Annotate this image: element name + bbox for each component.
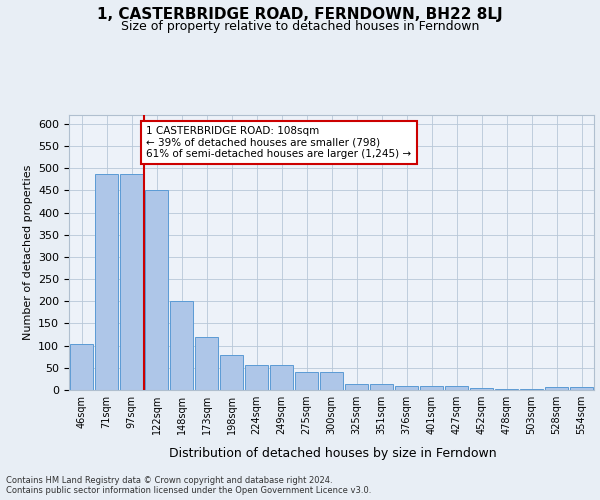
Bar [119,174,143,390]
Bar [245,364,268,390]
Bar [145,190,169,390]
Bar [419,386,443,390]
Bar [569,387,593,390]
Bar [320,372,343,390]
Text: Distribution of detached houses by size in Ferndown: Distribution of detached houses by size … [169,448,497,460]
Bar [269,364,293,390]
Text: Contains HM Land Registry data © Crown copyright and database right 2024.
Contai: Contains HM Land Registry data © Crown c… [6,476,371,495]
Bar [70,344,94,390]
Text: 1 CASTERBRIDGE ROAD: 108sqm
← 39% of detached houses are smaller (798)
61% of se: 1 CASTERBRIDGE ROAD: 108sqm ← 39% of det… [146,126,412,160]
Bar [395,386,418,390]
Bar [470,388,493,390]
Bar [170,302,193,390]
Text: 1, CASTERBRIDGE ROAD, FERNDOWN, BH22 8LJ: 1, CASTERBRIDGE ROAD, FERNDOWN, BH22 8LJ [97,8,503,22]
Bar [520,388,544,390]
Bar [295,372,319,390]
Bar [194,337,218,390]
Text: Size of property relative to detached houses in Ferndown: Size of property relative to detached ho… [121,20,479,33]
Bar [344,384,368,390]
Bar [545,387,568,390]
Bar [370,384,394,390]
Bar [494,388,518,390]
Bar [220,354,244,390]
Y-axis label: Number of detached properties: Number of detached properties [23,165,32,340]
Bar [95,174,118,390]
Bar [445,386,469,390]
